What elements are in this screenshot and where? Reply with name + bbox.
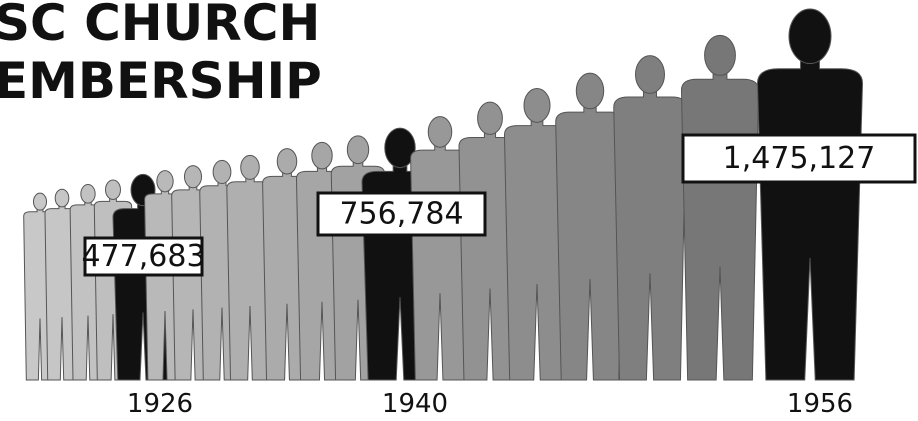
figure-body	[756, 57, 864, 381]
value-label: 1,475,127	[723, 141, 876, 176]
value-label: 756,784	[339, 197, 463, 232]
chart-title: EMBERSHIP	[0, 52, 322, 110]
figure-head	[523, 87, 551, 123]
figure-head	[183, 165, 203, 189]
figure-head	[240, 154, 260, 180]
figure-head	[575, 72, 605, 110]
figure-body	[555, 104, 625, 381]
x-tick-label: 1940	[382, 389, 448, 419]
figure-head	[80, 184, 96, 204]
figure-head	[54, 188, 70, 208]
figure-highlight	[756, 8, 864, 381]
chart-title: SC CHURCH	[0, 0, 320, 52]
figure-head	[276, 148, 298, 175]
value-box	[316, 191, 487, 237]
figure-head	[105, 179, 121, 200]
figure-head	[477, 101, 503, 135]
labels: 477,683 1926 756,784 1940 1,475,127 1956	[81, 133, 917, 419]
figure-head	[212, 159, 232, 185]
x-tick-label: 1926	[127, 389, 193, 419]
value-box	[681, 133, 917, 184]
figure-head	[346, 135, 370, 165]
figure-head	[427, 116, 453, 148]
value-label: 477,683	[81, 239, 205, 274]
figure-head	[384, 127, 416, 169]
x-tick-label: 1956	[787, 389, 853, 419]
figure	[680, 34, 760, 381]
figure-head	[32, 192, 48, 211]
figure-body	[613, 89, 687, 381]
figure	[613, 55, 687, 381]
figure-head	[156, 170, 174, 193]
figure	[555, 72, 625, 381]
figure-body	[680, 71, 760, 381]
figure-head	[788, 8, 832, 65]
value-box	[83, 236, 204, 277]
figure-head	[311, 141, 333, 170]
figure-head	[704, 34, 736, 76]
figure-head	[635, 55, 665, 94]
